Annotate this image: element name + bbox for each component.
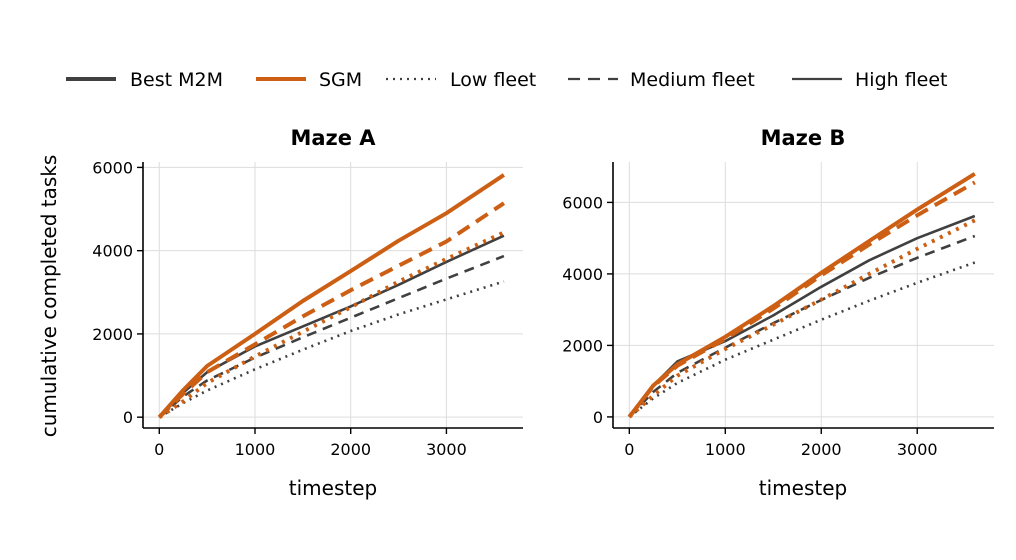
y-tick-label: 6000 — [562, 193, 603, 212]
legend-label: SGM — [319, 69, 362, 91]
y-tick-label: 2000 — [562, 336, 603, 355]
y-tick-label: 0 — [593, 408, 603, 427]
x-tick-label: 3000 — [897, 440, 938, 459]
y-axis-label: cumulative completed tasks — [37, 155, 61, 438]
y-tick-label: 2000 — [92, 325, 133, 344]
legend-label: Low fleet — [450, 69, 536, 91]
y-tick-label: 4000 — [92, 242, 133, 261]
series-line-best-m2m-low-fleet — [158, 280, 505, 419]
plot-area: 0 1000 2000 3000 0 2000 4000 6000 — [562, 162, 994, 459]
x-tick-label: 3000 — [426, 440, 467, 459]
series-line-sgm-medium-fleet — [627, 180, 976, 419]
chart-title: Maze B — [761, 126, 846, 150]
x-tick-label: 0 — [624, 440, 634, 459]
legend-label: Medium fleet — [630, 69, 755, 91]
chart-panel-maze-a: Maze A timestep 0 1000 2000 3000 0 2000 4000 60… — [92, 126, 523, 500]
series-line-best-m2m-medium-fleet — [158, 254, 505, 419]
x-tick-label: 1000 — [705, 440, 746, 459]
series-line-sgm-low-fleet — [158, 230, 505, 419]
chart-title: Maze A — [290, 126, 376, 150]
legend-label: Best M2M — [130, 69, 223, 91]
series-line-sgm-high-fleet — [157, 173, 506, 419]
x-tick-label: 0 — [154, 440, 164, 459]
plot-area: 0 1000 2000 3000 0 2000 4000 6000 — [92, 158, 523, 459]
legend-item-medium-fleet: Medium fleet — [568, 69, 755, 91]
legend: Best M2M SGM Low fleet Medium fleet High… — [66, 69, 948, 91]
x-tick-label: 2000 — [330, 440, 371, 459]
x-tick-label: 1000 — [235, 440, 276, 459]
legend-item-high-fleet: High fleet — [792, 69, 948, 91]
series-line-sgm-low-fleet — [627, 218, 976, 419]
series-line-best-m2m-high-fleet — [628, 214, 976, 418]
legend-item-best-m2m: Best M2M — [66, 69, 223, 91]
x-axis-label: timestep — [759, 476, 847, 500]
series-line-best-m2m-medium-fleet — [628, 234, 976, 418]
x-tick-label: 2000 — [801, 440, 842, 459]
chart-panel-maze-b: Maze B timestep 0 1000 2000 3000 0 2000 4000 60… — [562, 126, 994, 500]
y-tick-label: 6000 — [92, 158, 133, 177]
series-line-best-m2m-low-fleet — [628, 261, 976, 418]
y-tick-label: 4000 — [562, 265, 603, 284]
series-line-sgm-medium-fleet — [157, 201, 506, 419]
legend-label: High fleet — [855, 69, 948, 91]
legend-item-sgm: SGM — [256, 69, 362, 91]
x-axis-label: timestep — [289, 476, 377, 500]
y-tick-label: 0 — [123, 408, 133, 427]
legend-item-low-fleet: Low fleet — [386, 69, 536, 91]
